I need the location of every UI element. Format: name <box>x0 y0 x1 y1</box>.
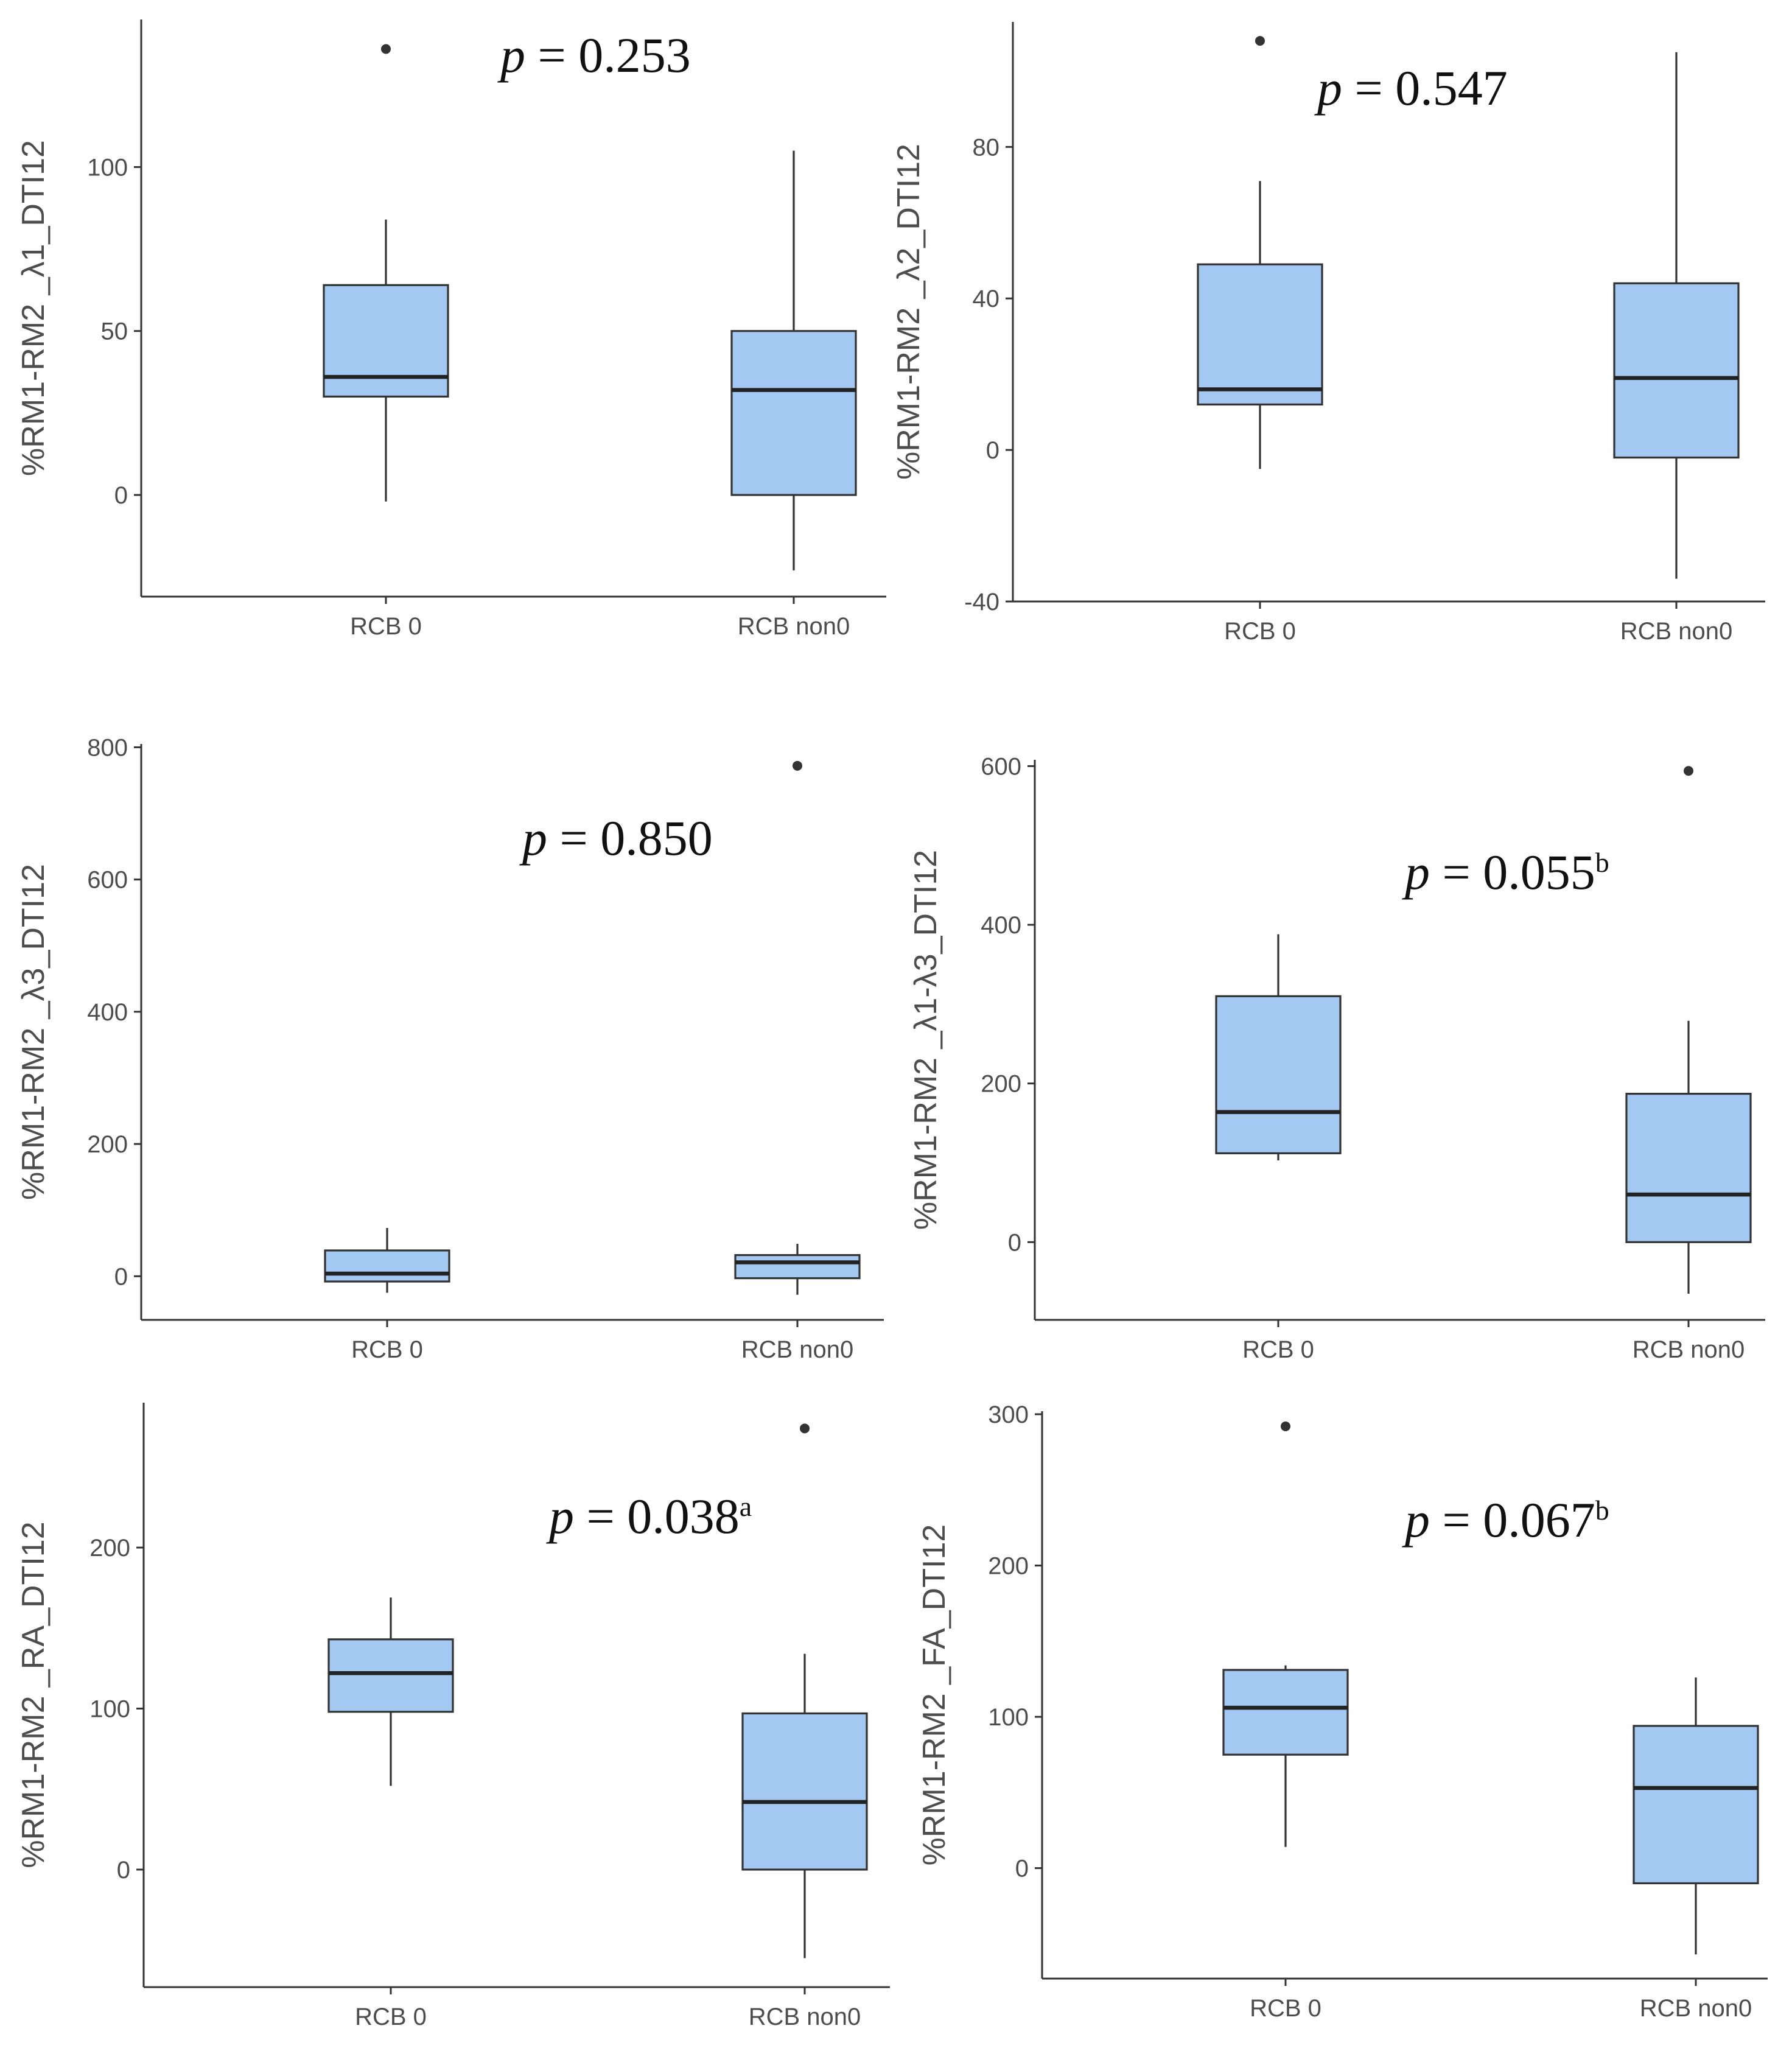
box <box>1222 1669 1349 1756</box>
y-tick-label: -40 <box>964 589 999 615</box>
y-tick-label: 100 <box>87 154 128 181</box>
p-symbol: p <box>1402 1492 1430 1548</box>
box <box>741 1712 868 1871</box>
panel-5: 0 100 200 RCB 0 RCB non0 %RM1-RM2 _RA_DTI12 p … <box>16 1403 890 2030</box>
p-value-text: = 0.055 <box>1430 844 1595 900</box>
y-tick-label: 200 <box>89 1535 130 1562</box>
p-value-text: = 0.067 <box>1430 1492 1595 1548</box>
y-tick-label: 40 <box>973 286 1000 312</box>
box <box>1633 1725 1759 1885</box>
x-tick-label: RCB non0 <box>1620 618 1733 645</box>
panel-6: 0 100 200 300 RCB 0 RCB non0 %RM1-RM2 _FA_DTI1… <box>917 1401 1768 2022</box>
p-symbol: p <box>1314 60 1342 116</box>
x-tick-label: RCB 0 <box>350 613 422 640</box>
outlier-point <box>1255 36 1265 46</box>
p-value-annotation: p = 0.547 <box>1314 60 1508 116</box>
p-symbol: p <box>1402 844 1430 900</box>
y-tick-label: 0 <box>986 437 999 464</box>
p-value-text: = 0.547 <box>1342 60 1508 116</box>
y-tick-label: 800 <box>87 734 128 761</box>
y-tick-label: 200 <box>87 1131 128 1158</box>
y-tick-label: 600 <box>87 867 128 894</box>
outlier-point <box>1684 766 1693 776</box>
p-value-annotation: p = 0.253 <box>497 27 691 83</box>
box <box>323 284 449 398</box>
x-tick-label: RCB non0 <box>1633 1336 1745 1363</box>
x-tick-label: RCB 0 <box>1224 618 1296 645</box>
p-value-annotation: p = 0.038a <box>546 1489 752 1544</box>
p-symbol: p <box>546 1489 574 1544</box>
y-tick-label: 300 <box>988 1401 1029 1428</box>
x-tick-label: RCB 0 <box>1250 1995 1321 2022</box>
box <box>1625 1093 1752 1243</box>
p-value-annotation: p = 0.850 <box>519 810 713 866</box>
y-tick-label: 100 <box>89 1696 130 1722</box>
outlier-point <box>793 760 802 771</box>
y-tick-label: 200 <box>988 1553 1029 1580</box>
box <box>734 1254 861 1280</box>
panel-2: -40 0 40 80 RCB 0 RCB non0 %RM1-RM2 _λ2_DTI12 p… <box>891 22 1765 645</box>
y-tick-label: 400 <box>981 912 1021 939</box>
x-tick-label: RCB 0 <box>1242 1336 1314 1363</box>
p-value-superscript: b <box>1595 1495 1609 1526</box>
x-tick-label: RCB non0 <box>741 1336 854 1363</box>
y-tick-label: 0 <box>114 482 128 509</box>
y-tick-label: 400 <box>87 999 128 1026</box>
y-axis-label: %RM1-RM2 _λ3_DTI12 <box>16 864 51 1200</box>
y-tick-label: 600 <box>981 753 1021 780</box>
x-tick-label: RCB non0 <box>1640 1995 1752 2022</box>
p-value-superscript: a <box>740 1491 752 1522</box>
panel-1: 0 50 100 RCB 0 RCB non0 %RM1-RM2 _λ1_DTI12 p =… <box>16 19 886 640</box>
y-axis-label: %RM1-RM2 _λ1-λ3_DTI12 <box>908 850 943 1230</box>
x-tick-label: RCB non0 <box>749 2004 861 2030</box>
p-symbol: p <box>497 27 525 83</box>
p-value-annotation: p = 0.055b <box>1402 844 1609 900</box>
outlier-point <box>381 44 391 54</box>
outlier-point <box>800 1423 810 1434</box>
y-tick-label: 100 <box>988 1704 1029 1731</box>
box <box>730 330 857 496</box>
box <box>1613 282 1740 459</box>
y-tick-label: 50 <box>101 318 128 345</box>
y-axis-label: %RM1-RM2 _FA_DTI12 <box>917 1524 952 1866</box>
y-axis-label: %RM1-RM2 _λ2_DTI12 <box>891 144 926 480</box>
box <box>1215 995 1342 1154</box>
y-tick-label: 0 <box>117 1857 130 1884</box>
p-value-annotation: p = 0.067b <box>1402 1492 1609 1548</box>
box <box>1197 263 1323 406</box>
y-tick-label: 0 <box>1015 1856 1029 1882</box>
x-tick-label: RCB non0 <box>738 613 850 640</box>
box <box>327 1638 454 1713</box>
outlier-point <box>1281 1421 1290 1431</box>
y-axis-label: %RM1-RM2 _λ1_DTI12 <box>16 140 51 476</box>
y-tick-label: 200 <box>981 1071 1021 1098</box>
box <box>324 1249 450 1283</box>
p-value-text: = 0.038 <box>574 1489 740 1544</box>
y-axis-label: %RM1-RM2 _RA_DTI12 <box>16 1521 51 1868</box>
y-tick-label: 80 <box>973 134 1000 161</box>
p-value-text: = 0.253 <box>525 27 691 83</box>
panel-4: 0 200 400 600 RCB 0 RCB non0 %RM1-RM2 _λ1-λ3_D… <box>908 753 1765 1363</box>
p-symbol: p <box>519 810 547 866</box>
panel-3: 0 200 400 600 800 RCB 0 RCB non0 %RM1-RM2 _λ3_D… <box>16 734 884 1363</box>
y-tick-label: 0 <box>1008 1229 1021 1256</box>
p-value-text: = 0.850 <box>547 810 713 866</box>
y-tick-label: 0 <box>114 1263 128 1290</box>
x-tick-label: RCB 0 <box>351 1336 423 1363</box>
x-tick-label: RCB 0 <box>355 2004 427 2030</box>
p-value-superscript: b <box>1595 847 1609 878</box>
